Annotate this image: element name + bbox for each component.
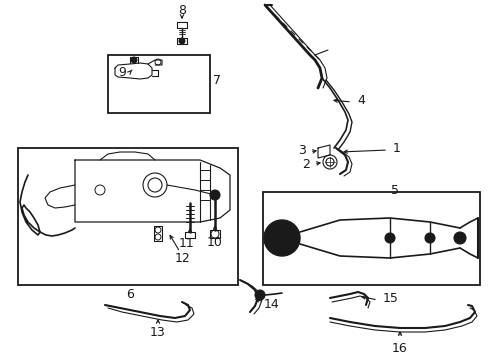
- Text: 4: 4: [356, 94, 364, 107]
- Circle shape: [254, 290, 264, 300]
- Text: 10: 10: [206, 235, 223, 248]
- Bar: [263, 192, 479, 285]
- Text: 5: 5: [390, 184, 398, 197]
- Text: 9: 9: [118, 66, 126, 78]
- Bar: [108, 55, 209, 113]
- Bar: [18, 148, 238, 285]
- Circle shape: [209, 190, 220, 200]
- Text: 7: 7: [213, 73, 221, 86]
- Circle shape: [384, 233, 394, 243]
- Text: 16: 16: [391, 342, 407, 355]
- Circle shape: [424, 233, 434, 243]
- Text: 8: 8: [178, 4, 185, 17]
- Text: 6: 6: [126, 288, 134, 302]
- Circle shape: [179, 38, 184, 44]
- Text: 11: 11: [179, 237, 195, 249]
- Circle shape: [264, 220, 299, 256]
- Circle shape: [453, 232, 465, 244]
- Text: 1: 1: [392, 141, 400, 154]
- Text: 15: 15: [382, 292, 398, 306]
- Text: 14: 14: [264, 298, 279, 311]
- Circle shape: [131, 57, 137, 63]
- Text: 3: 3: [298, 144, 305, 157]
- Text: 12: 12: [175, 252, 190, 266]
- Text: 13: 13: [150, 327, 165, 339]
- Text: 2: 2: [302, 158, 309, 171]
